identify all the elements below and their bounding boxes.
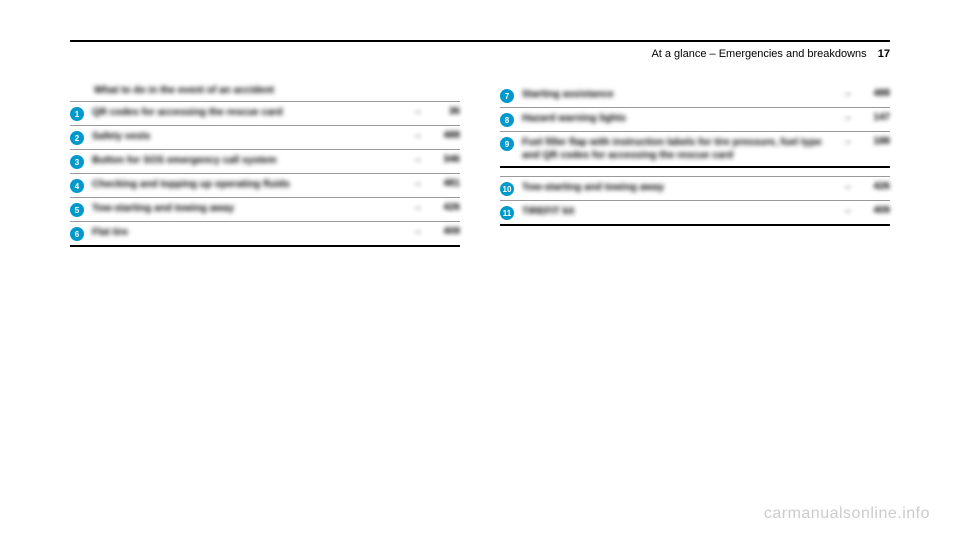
spacer [500, 168, 890, 176]
arrow-icon: → [842, 205, 852, 216]
page-ref: 488 [430, 130, 460, 141]
bullet-icon: 4 [70, 179, 84, 193]
page-ref: 147 [860, 112, 890, 123]
arrow-icon: → [412, 130, 422, 141]
page-ref: 426 [860, 181, 890, 192]
arrow-icon: → [412, 226, 422, 237]
section-title: At a glance – Emergencies and breakdowns [651, 48, 866, 60]
bullet-icon: 7 [500, 89, 514, 103]
item-label: Fuel filler flap with instruction labels… [522, 136, 834, 162]
arrow-icon: → [412, 202, 422, 213]
page-ref: 426 [430, 202, 460, 213]
toc-item: 8 Hazard warning lights → 147 [500, 107, 890, 131]
bullet-icon: 2 [70, 131, 84, 145]
toc-item: 3 Button for SOS emergency call system →… [70, 149, 460, 173]
toc-item: 7 Starting assistance → 488 [500, 84, 890, 107]
bullet-icon: 6 [70, 227, 84, 241]
item-label: Starting assistance [522, 88, 834, 101]
toc-item: 2 Safety vests → 488 [70, 125, 460, 149]
content-area: What to do in the event of an accident 1… [70, 84, 890, 247]
bullet-icon: 3 [70, 155, 84, 169]
arrow-icon: → [842, 181, 852, 192]
page-ref: 188 [860, 136, 890, 147]
arrow-icon: → [412, 106, 422, 117]
bullet-icon: 9 [500, 137, 514, 151]
item-label: Tow-starting and towing away [522, 181, 834, 194]
bullet-icon: 1 [70, 107, 84, 121]
bullet-icon: 10 [500, 182, 514, 196]
toc-item: 5 Tow-starting and towing away → 426 [70, 197, 460, 221]
item-label: TIREFIT kit [522, 205, 834, 218]
left-column: What to do in the event of an accident 1… [70, 84, 460, 247]
page-ref: 36 [430, 106, 460, 117]
arrow-icon: → [842, 112, 852, 123]
toc-item: 6 Flat tire → 409 [70, 221, 460, 247]
item-label: Flat tire [92, 226, 404, 239]
page-ref: 409 [430, 226, 460, 237]
toc-item: 4 Checking and topping up operating flui… [70, 173, 460, 197]
right-column: 7 Starting assistance → 488 8 Hazard war… [500, 84, 890, 247]
item-label: Checking and topping up operating fluids [92, 178, 404, 191]
section-heading: What to do in the event of an accident [70, 84, 460, 101]
page-ref: 488 [860, 88, 890, 99]
arrow-icon: → [412, 178, 422, 189]
bullet-icon: 11 [500, 206, 514, 220]
page-ref: 346 [430, 154, 460, 165]
toc-item: 11 TIREFIT kit → 409 [500, 200, 890, 226]
item-label: QR codes for accessing the rescue card [92, 106, 404, 119]
item-label: Hazard warning lights [522, 112, 834, 125]
toc-item: 1 QR codes for accessing the rescue card… [70, 101, 460, 125]
watermark: carmanualsonline.info [764, 505, 930, 523]
arrow-icon: → [842, 136, 852, 147]
page-header: At a glance – Emergencies and breakdowns… [70, 40, 890, 64]
item-label: Tow-starting and towing away [92, 202, 404, 215]
bullet-icon: 5 [70, 203, 84, 217]
page-ref: 481 [430, 178, 460, 189]
toc-item: 9 Fuel filler flap with instruction labe… [500, 131, 890, 168]
item-label: Safety vests [92, 130, 404, 143]
item-label: Button for SOS emergency call system [92, 154, 404, 167]
arrow-icon: → [842, 88, 852, 99]
toc-item: 10 Tow-starting and towing away → 426 [500, 176, 890, 200]
page-ref: 409 [860, 205, 890, 216]
bullet-icon: 8 [500, 113, 514, 127]
arrow-icon: → [412, 154, 422, 165]
page-number: 17 [878, 48, 890, 60]
